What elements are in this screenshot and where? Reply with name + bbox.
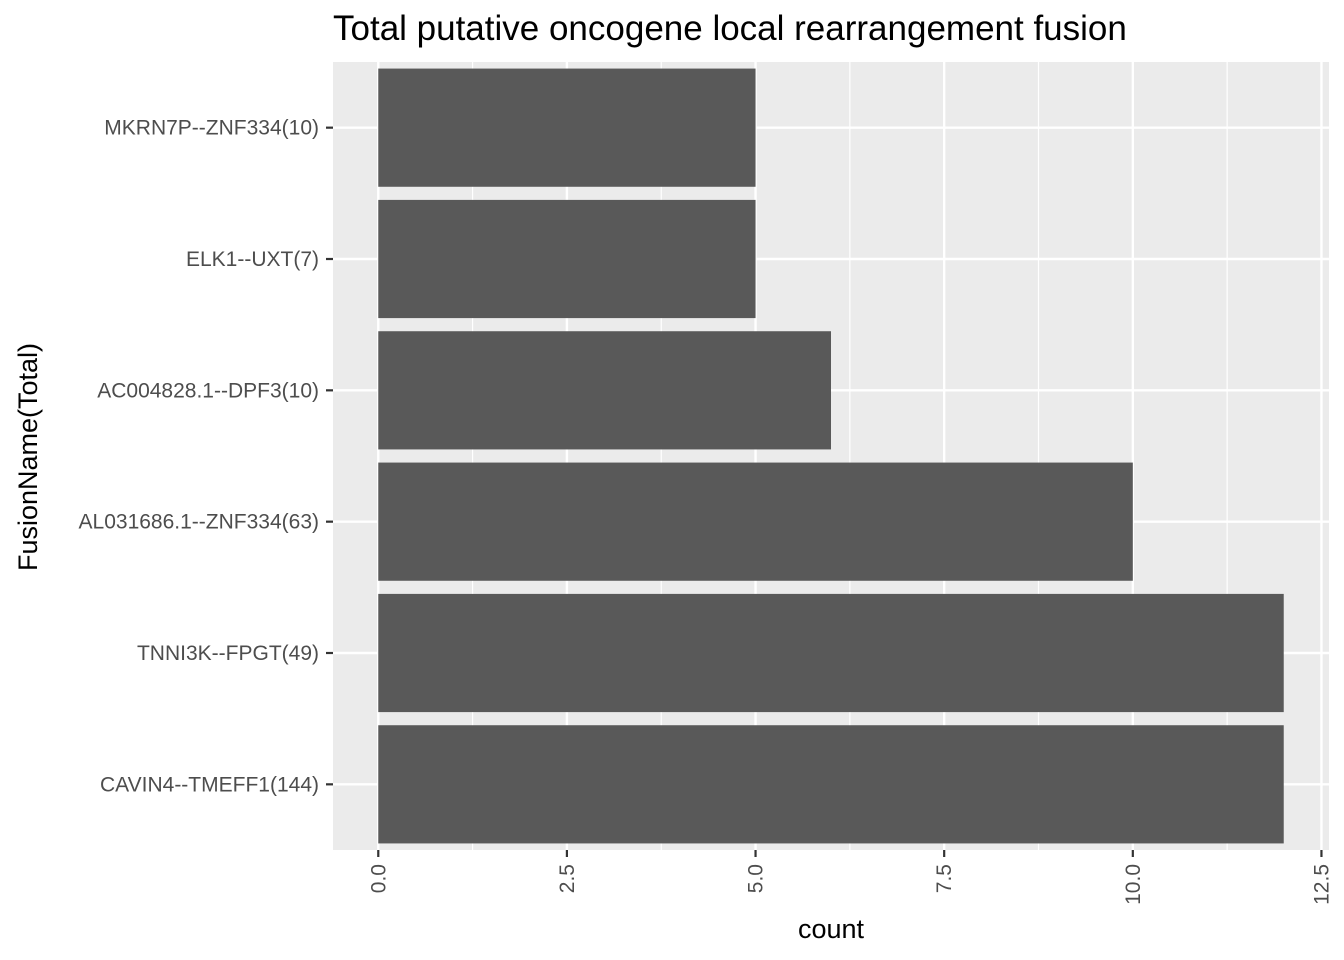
x-tick-label: 5.0	[745, 864, 768, 893]
y-tick-label: CAVIN4--TMEFF1(144)	[100, 773, 319, 796]
y-axis-title: FusionName(Total)	[13, 343, 43, 571]
bar	[378, 593, 1284, 713]
x-axis: 0.0 2.5 5.0 7.5 10.0 12.5	[367, 850, 1333, 905]
x-tick-label: 12.5	[1310, 864, 1333, 905]
bar	[378, 331, 831, 450]
chart-title: Total putative oncogene local rearrangem…	[333, 9, 1127, 48]
x-tick-label: 2.5	[556, 864, 579, 893]
bars	[378, 68, 1284, 844]
y-tick-label: TNNI3K--FPGT(49)	[137, 642, 319, 665]
bar	[378, 68, 756, 187]
y-tick-label: MKRN7P--ZNF334(10)	[104, 117, 319, 140]
y-tick-label: AC004828.1--DPF3(10)	[97, 379, 319, 402]
x-tick-label: 10.0	[1122, 864, 1145, 905]
x-axis-title: count	[798, 914, 865, 944]
bar	[378, 199, 756, 319]
plot-panel	[333, 62, 1329, 850]
x-tick-label: 0.0	[367, 864, 390, 893]
y-axis: MKRN7P--ZNF334(10) ELK1--UXT(7) AC004828.1…	[79, 117, 333, 796]
bar	[378, 462, 1133, 581]
y-tick-label: ELK1--UXT(7)	[186, 248, 319, 271]
bar	[378, 725, 1284, 844]
minor-gridlines	[471, 62, 1228, 850]
y-tick-label: AL031686.1--ZNF334(63)	[79, 511, 319, 534]
x-tick-label: 7.5	[933, 864, 956, 893]
